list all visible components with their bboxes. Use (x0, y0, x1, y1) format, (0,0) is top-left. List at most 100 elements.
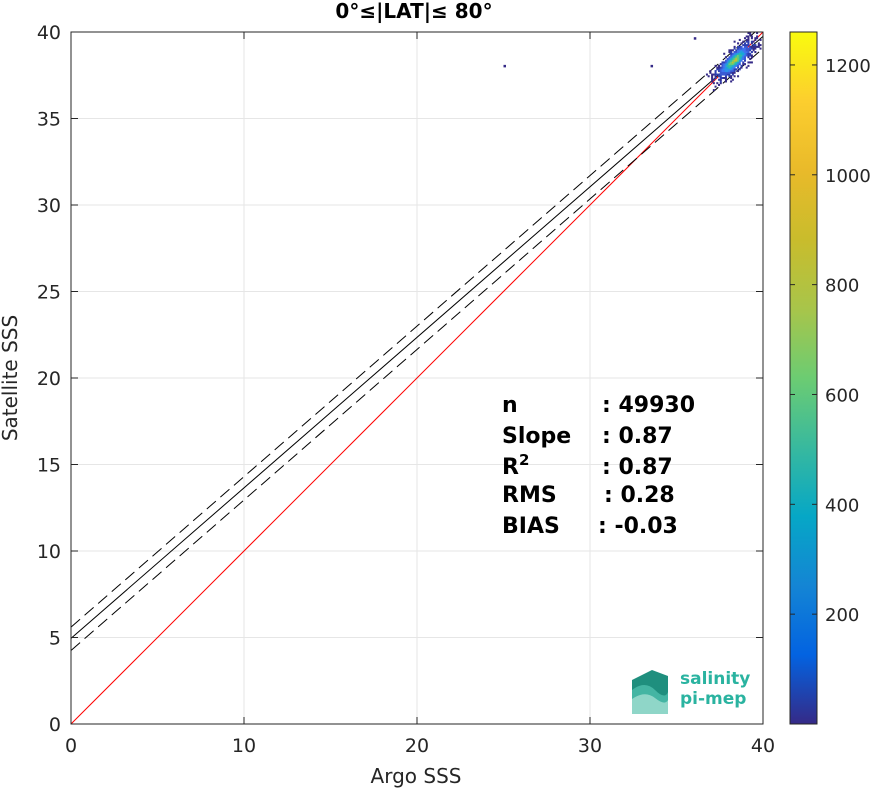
density-cell (747, 44, 750, 47)
density-cell (733, 57, 736, 60)
density-cell (747, 51, 750, 54)
density-cell (730, 68, 733, 71)
density-cell (742, 51, 745, 54)
stats-label-text: R (502, 455, 519, 480)
density-cell (730, 57, 733, 60)
density-cell (737, 56, 740, 59)
density-cell (754, 37, 757, 40)
density-cell (740, 59, 743, 62)
density-cell (738, 45, 741, 48)
stats-label-text: Slope (502, 424, 571, 449)
density-cell (745, 35, 748, 38)
logo-line1: salinity (680, 669, 750, 689)
density-cell (757, 44, 760, 47)
density-cell (749, 52, 752, 55)
density-cell (749, 47, 752, 50)
density-cell (723, 70, 726, 73)
density-cell (733, 66, 736, 69)
density-cell (733, 40, 736, 43)
density-cell (738, 52, 741, 55)
density-cell (719, 71, 722, 74)
density-cell (737, 70, 740, 73)
density-cell (711, 80, 714, 83)
density-cell (740, 66, 743, 69)
density-cell (733, 71, 736, 74)
density-cell (712, 78, 715, 81)
density-cell (740, 54, 743, 57)
density-cell (759, 38, 762, 41)
x-axis: 0 10 20 30 40 (65, 32, 775, 757)
density-cell (742, 49, 745, 52)
density-cell (743, 56, 746, 59)
density-cell (726, 57, 729, 60)
density-cell (735, 57, 738, 60)
density-cell (728, 56, 731, 59)
density-cell (743, 49, 746, 52)
density-cell (737, 57, 740, 60)
stats-value: : -0.03 (598, 514, 678, 539)
density-cell (719, 75, 722, 78)
density-cell (711, 75, 714, 78)
density-cell (756, 37, 759, 40)
density-cell (750, 45, 753, 48)
density-cell (737, 64, 740, 67)
density-cell (719, 68, 722, 71)
density-cell (731, 61, 734, 64)
x-axis-title: Argo SSS (371, 764, 462, 788)
density-cell (728, 63, 731, 66)
density-cell (737, 54, 740, 57)
colorbar-tick-label: 200 (825, 605, 859, 626)
density-cell (749, 45, 752, 48)
density-cell (747, 38, 750, 41)
density-cell (728, 57, 731, 60)
density-cell (719, 63, 722, 66)
density-cell (728, 71, 731, 74)
density-cell (754, 51, 757, 54)
density-cell (726, 64, 729, 67)
density-cell (724, 70, 727, 73)
density-cell (754, 38, 757, 41)
density-cell (730, 54, 733, 57)
density-cell (743, 59, 746, 62)
density-cell (730, 80, 733, 83)
stats-label-text: BIAS (502, 514, 560, 539)
colorbar-ticks: 200 400 600 800 1000 1200 (790, 56, 871, 626)
x-tick-label: 0 (65, 735, 77, 757)
stats-label: RMS (502, 483, 557, 508)
density-cell (740, 56, 743, 59)
density-cell (724, 64, 727, 67)
density-cell (735, 51, 738, 54)
density-cell (738, 68, 741, 71)
density-cell (757, 45, 760, 48)
density-cell (749, 33, 752, 36)
density-cell (738, 38, 741, 41)
density-cell (730, 76, 733, 80)
density-cell (740, 52, 743, 55)
stats-label: Slope (502, 424, 571, 449)
density-cell (728, 70, 731, 73)
density-cell (747, 64, 750, 67)
density-cell (735, 64, 738, 67)
colorbar-tick-label: 400 (825, 495, 859, 516)
density-cell (730, 56, 733, 59)
density-cell (750, 37, 753, 40)
x-tick-label: 20 (405, 735, 429, 757)
density-cell (724, 59, 727, 62)
density-cell (743, 52, 746, 55)
identity-line (70, 31, 764, 725)
density-cell (745, 38, 748, 41)
density-cell (737, 42, 740, 45)
density-cell (738, 56, 741, 59)
density-cell (724, 80, 727, 83)
density-cell (730, 66, 733, 69)
density-cell (714, 73, 717, 76)
density-cell (742, 44, 745, 47)
density-cell (726, 66, 729, 69)
density-cell (723, 63, 726, 66)
density-cell (750, 51, 753, 54)
density-cell (726, 70, 729, 73)
density-cell (714, 64, 717, 67)
density-cell (737, 49, 740, 52)
y-tick-label: 5 (49, 628, 61, 650)
